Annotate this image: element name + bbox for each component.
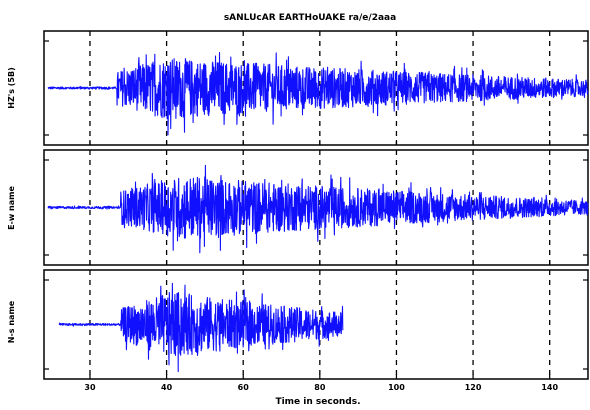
x-tick-label: 140 bbox=[541, 383, 558, 392]
x-tick-label: 120 bbox=[465, 383, 482, 392]
x-tick-label: 100 bbox=[388, 383, 405, 392]
panel-hz-trace bbox=[47, 51, 589, 136]
panel-hz-ylabel: HZ's (5B) bbox=[7, 67, 16, 108]
panel-ew-trace bbox=[47, 164, 589, 254]
panel-ns: N-s name bbox=[7, 269, 589, 380]
x-tick-label: 80 bbox=[314, 383, 326, 392]
panel-ew: E-w name bbox=[7, 149, 589, 266]
x-axis-label: Time in seconds. bbox=[275, 397, 360, 407]
x-tick-label: 60 bbox=[238, 383, 250, 392]
panel-ns-trace bbox=[58, 282, 344, 373]
x-tick-label: 30 bbox=[84, 383, 96, 392]
x-tick-labels: 30 40 60 80 100 120 140 bbox=[84, 383, 558, 392]
chart-title: sANLUcAR EARTHoUAKE ra/e/2aaa bbox=[224, 13, 396, 23]
x-tick-label: 40 bbox=[161, 383, 173, 392]
panel-ew-ylabel: E-w name bbox=[7, 186, 16, 230]
panel-ns-frame bbox=[43, 269, 589, 380]
panel-ns-ylabel: N-s name bbox=[7, 300, 16, 343]
panel-hz: HZ's (5B) bbox=[7, 30, 589, 146]
panel-hz-frame bbox=[43, 30, 589, 146]
